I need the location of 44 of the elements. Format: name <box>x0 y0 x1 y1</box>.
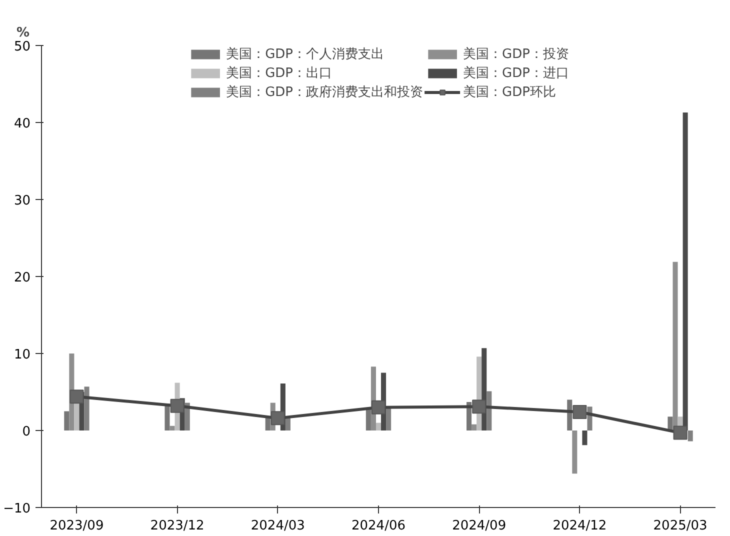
bar <box>164 404 170 430</box>
bar <box>64 411 70 430</box>
x-tick-label: 2024/06 <box>351 518 406 534</box>
x-tick-label: 2024/12 <box>552 518 607 534</box>
point <box>673 426 688 440</box>
x-tick-label: 2024/03 <box>250 518 305 534</box>
y-tick-label: 10 <box>14 348 31 362</box>
bar <box>582 430 588 446</box>
bar <box>170 426 175 430</box>
point <box>170 398 184 413</box>
y-tick-label: 20 <box>14 270 31 286</box>
legend-label: 美国：GDP：出口 <box>226 65 332 82</box>
x-tick-label: 2025/03 <box>653 518 708 534</box>
bar <box>74 402 80 430</box>
point <box>372 400 386 414</box>
bar <box>386 406 392 430</box>
bar <box>567 400 572 430</box>
bar <box>486 391 492 430</box>
x-tick-label: 2024/09 <box>452 518 506 534</box>
legend-label: 美国：GDP：政府消费支出和投资 <box>226 84 423 101</box>
bar <box>688 430 693 442</box>
legend-label: 美国：GDP：个人消费支出 <box>226 46 384 63</box>
y-axis-title: % <box>16 26 30 40</box>
legend-label: 美国：GDP：投资 <box>463 46 569 63</box>
point <box>572 405 587 420</box>
bar <box>572 430 578 474</box>
y-tick-label: −10 <box>3 502 31 516</box>
x-tick-label: 2023/09 <box>50 518 104 534</box>
bar <box>376 422 382 430</box>
y-tick-label: 0 <box>22 424 31 440</box>
bar <box>84 386 90 430</box>
bar <box>366 408 371 430</box>
point <box>70 390 84 404</box>
y-tick-label: 40 <box>14 116 31 132</box>
y-tick-label: 50 <box>14 40 31 54</box>
x-tick-label: 2023/12 <box>150 518 204 534</box>
legend-label: 美国：GDP环比 <box>463 84 556 101</box>
point <box>270 411 285 426</box>
bar <box>672 262 678 430</box>
point <box>472 400 486 414</box>
bar <box>472 424 477 430</box>
legend-label: 美国：GDP：进口 <box>463 65 569 82</box>
y-tick-label: 30 <box>14 194 31 208</box>
bar <box>668 416 673 430</box>
